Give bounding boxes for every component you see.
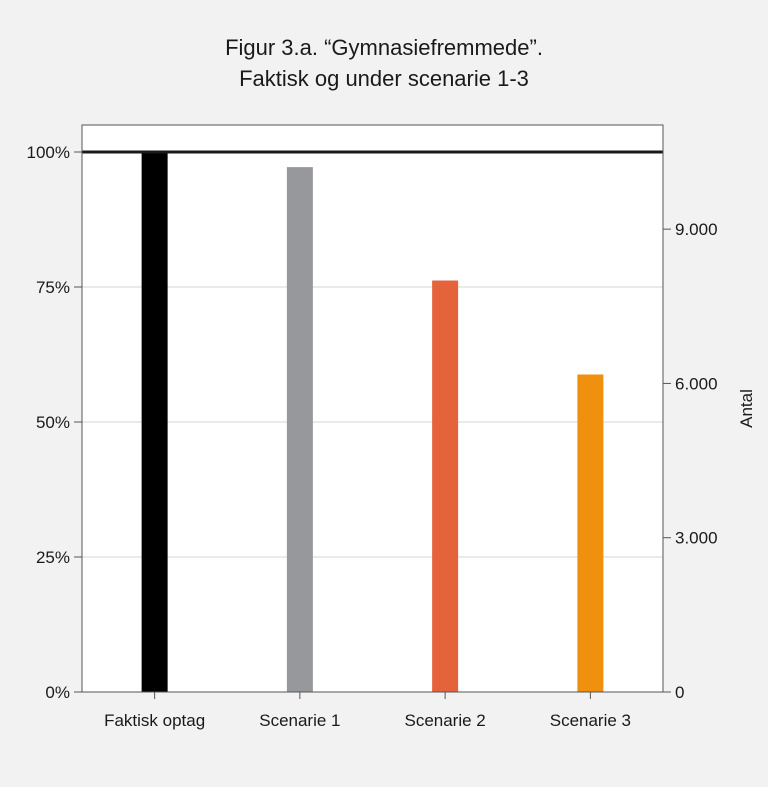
chart-title: Figur 3.a. “Gymnasiefremmede”. Faktisk o…	[0, 32, 768, 94]
plot-area	[82, 125, 663, 692]
x-category-label-1: Scenarie 1	[259, 711, 340, 730]
bar-2	[432, 280, 459, 692]
y-tick-label-0: 0%	[45, 683, 70, 702]
y2-tick-label-0: 0	[675, 683, 684, 702]
bar-3	[577, 374, 604, 692]
y-tick-label-4: 100%	[27, 143, 70, 162]
plot-frame	[81, 124, 664, 693]
y-tick-label-3: 75%	[36, 278, 70, 297]
y2-axis-title: Antal	[737, 389, 756, 428]
y2-tick-label-3: 9.000	[675, 220, 718, 239]
y-tick-label-1: 25%	[36, 548, 70, 567]
x-category-label-0: Faktisk optag	[104, 711, 205, 730]
y-tick-label-2: 50%	[36, 413, 70, 432]
y2-tick-label-2: 6.000	[675, 374, 718, 393]
chart-title-line-2: Faktisk og under scenarie 1-3	[239, 66, 529, 91]
chart-title-line-1: Figur 3.a. “Gymnasiefremmede”.	[225, 35, 543, 60]
x-category-label-3: Scenarie 3	[550, 711, 631, 730]
y2-tick-label-1: 3.000	[675, 529, 718, 548]
bar-0	[141, 152, 168, 692]
bar-1	[286, 167, 313, 692]
x-category-label-2: Scenarie 2	[404, 711, 485, 730]
